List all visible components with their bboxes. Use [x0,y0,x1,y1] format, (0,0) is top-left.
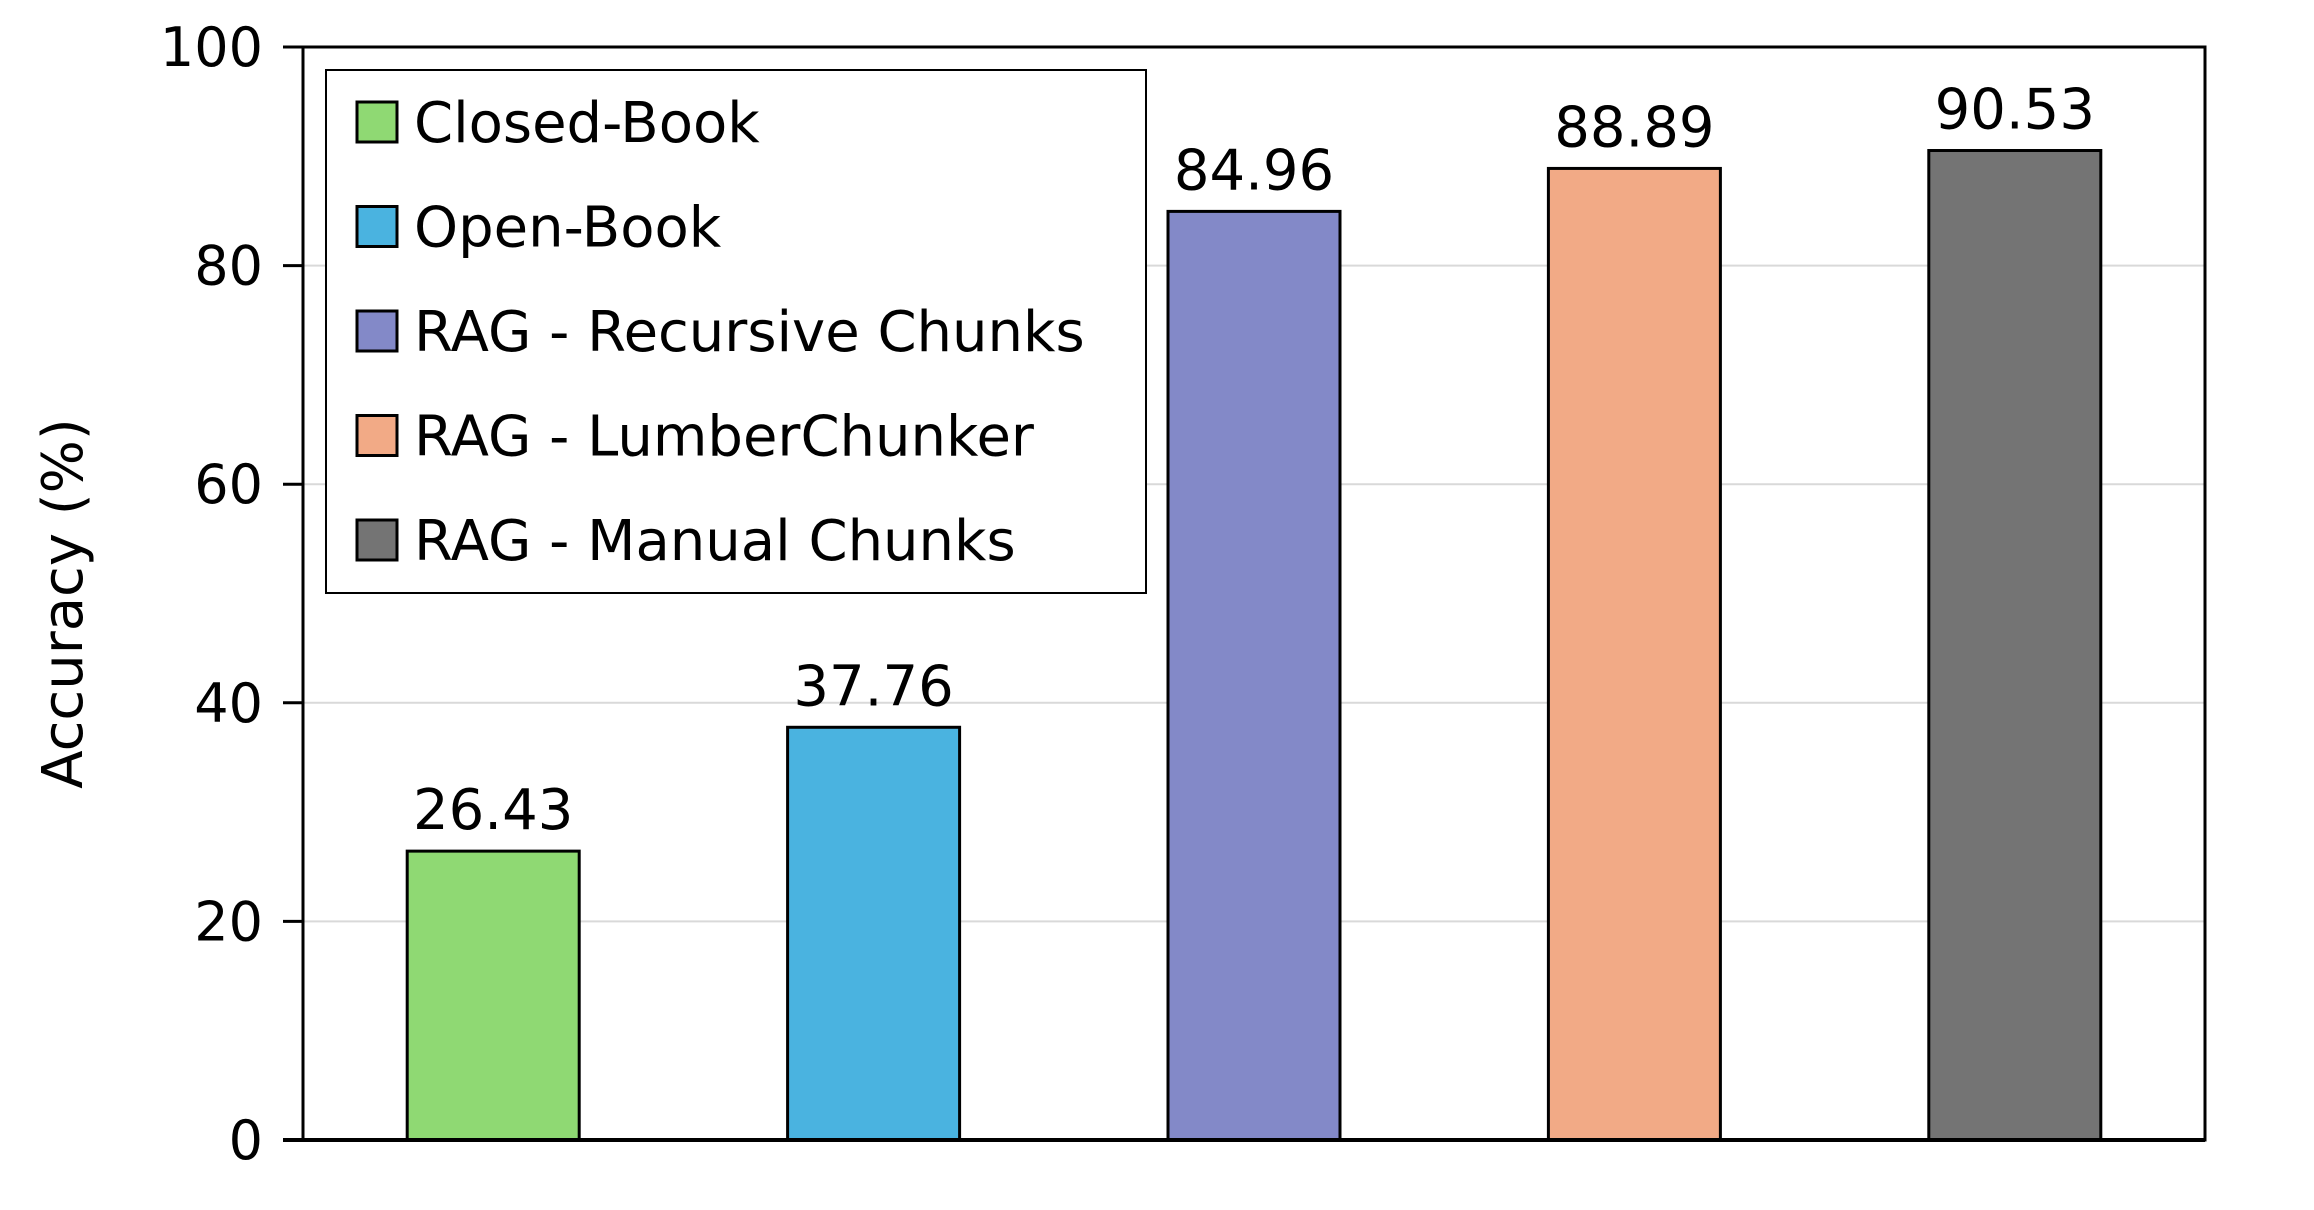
y-axis-ticks [283,45,303,1142]
bars [405,149,2103,1142]
y-tick-label-60: 60 [194,453,263,516]
y-axis-tick-labels: 0 20 40 60 80 100 [160,16,263,1172]
legend-swatch-rag-lumberchunker [355,414,399,457]
y-tick-label-20: 20 [194,890,263,953]
legend-entries: Closed-Book Open-Book RAG - Recursive Chun… [355,91,1085,574]
legend-entry-closed-book: Closed-Book [355,91,760,156]
legend-entry-open-book: Open-Book [355,196,722,261]
bar-closed-book [405,849,581,1142]
legend-swatch-rag-recursive-chunks [355,309,399,353]
legend-label-closed-book: Closed-Book [414,91,760,156]
legend-swatch-rag-manual-chunks [355,518,399,562]
y-axis-title: Accuracy (%) [31,418,96,788]
legend-box [325,69,1147,594]
legend: Closed-Book Open-Book RAG - Recursive Chun… [325,69,1147,594]
legend-entry-rag-manual-chunks: RAG - Manual Chunks [355,509,1016,574]
legend-entry-rag-lumberchunker: RAG - LumberChunker [355,405,1035,470]
data-label-rag-lumberchunker: 88.89 [1554,95,1714,160]
y-tick-label-40: 40 [194,672,263,735]
legend-swatch-closed-book [355,100,399,144]
y-tick-label-100: 100 [160,16,263,79]
bar-rag-lumberchunker [1546,166,1722,1142]
legend-swatch-open-book [355,205,399,248]
y-tick-label-0: 0 [229,1109,263,1172]
data-label-rag-manual-chunks: 90.53 [1935,78,2095,143]
bar-open-book [786,725,962,1142]
data-label-rag-recursive-chunks: 84.96 [1174,138,1334,203]
data-label-open-book: 37.76 [793,654,953,719]
data-labels: 26.43 37.76 84.96 88.89 90.53 [413,78,2095,844]
bar-rag-recursive-chunks [1166,209,1342,1142]
legend-entry-rag-recursive-chunks: RAG - Recursive Chunks [355,300,1085,365]
legend-label-rag-lumberchunker: RAG - LumberChunker [414,405,1035,470]
legend-label-open-book: Open-Book [414,196,722,261]
bar-rag-manual-chunks [1927,149,2103,1142]
y-tick-label-80: 80 [194,235,263,298]
legend-label-rag-manual-chunks: RAG - Manual Chunks [414,509,1016,574]
data-label-closed-book: 26.43 [413,778,573,843]
legend-label-rag-recursive-chunks: RAG - Recursive Chunks [414,300,1085,365]
